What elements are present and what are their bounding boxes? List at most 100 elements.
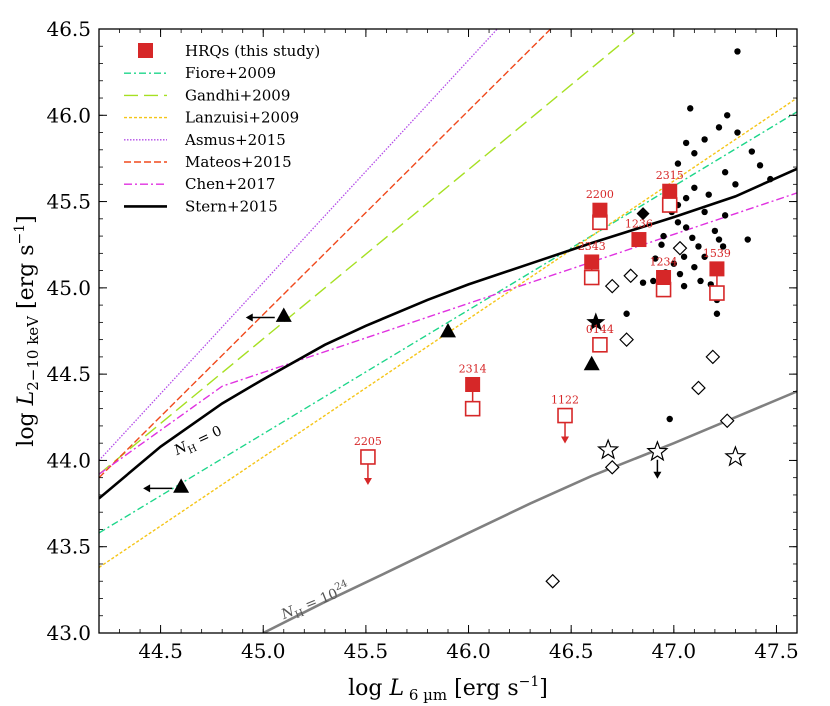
relation-gandhi	[99, 29, 640, 475]
hrq-filled-square	[465, 376, 481, 392]
comparison-dot	[639, 279, 647, 286]
comparison-dot	[682, 194, 690, 202]
y-tick-label: 43.0	[46, 621, 91, 645]
hrq-open-square	[360, 449, 376, 465]
hrq-filled-square	[584, 254, 600, 270]
y-tick-label: 46.0	[46, 103, 91, 127]
y-tick-label: 44.5	[46, 362, 91, 386]
hrq-label-0144: 0144	[586, 323, 614, 336]
comparison-dot	[666, 415, 673, 423]
open-star	[646, 440, 669, 462]
hrq-open-square	[583, 269, 600, 286]
relation-nh-1e24	[262, 390, 797, 633]
x-tick-label: 47.0	[652, 639, 697, 663]
hrq-filled-square	[662, 183, 678, 199]
comparison-triangle	[583, 355, 600, 371]
filled-star	[586, 312, 606, 331]
open-diamond	[719, 413, 735, 429]
comparison-dot	[695, 243, 702, 250]
comparison-dot	[721, 212, 729, 219]
comparison-dot	[732, 181, 739, 188]
comparison-dot	[734, 129, 741, 136]
relation-chen	[99, 192, 797, 475]
comparison-dot	[676, 270, 684, 278]
stern-curve-label: NH = 0	[171, 423, 226, 462]
comparison-dot	[658, 241, 665, 248]
comparison-dot	[705, 191, 712, 198]
comparison-dot	[713, 310, 721, 317]
comparison-dot	[670, 260, 678, 267]
x-axis-title: log L 6 µm [erg s−1]	[348, 674, 548, 704]
hrq-open-square	[557, 407, 573, 424]
open-diamond	[604, 278, 620, 294]
comparison-dot	[680, 253, 688, 260]
comparison-dot	[715, 236, 723, 243]
filled-diamond	[636, 207, 650, 221]
hrq-open-square	[592, 337, 608, 353]
x-tick-label: 45.5	[344, 639, 389, 663]
relation-mateos	[99, 29, 552, 479]
legend: HRQs (this study) Fiore+2009 Gandhi+2009 La…	[124, 42, 320, 215]
arrow-head	[561, 436, 570, 444]
comparison-dot	[682, 139, 690, 147]
data-points	[143, 48, 774, 589]
open-diamond	[623, 268, 639, 284]
hrq-open-square	[464, 400, 481, 417]
hrq-filled-square	[631, 232, 647, 248]
x-tick-label: 45.0	[241, 639, 286, 663]
comparison-dot	[721, 169, 729, 176]
legend-label-asmus: Asmus+2015	[184, 131, 286, 149]
open-star	[596, 438, 620, 460]
comparison-dot	[650, 277, 657, 285]
y-tick-label: 46.5	[46, 17, 91, 41]
comparison-dot	[691, 184, 698, 191]
x-tick-label: 44.5	[138, 639, 183, 663]
comparison-dot	[701, 253, 708, 260]
legend-label-chen: Chen+2017	[185, 175, 275, 193]
comparison-dot	[623, 310, 630, 317]
arrow-head	[363, 477, 372, 485]
hrq-label-1122: 1122	[551, 394, 579, 407]
y-tick-label: 45.0	[46, 276, 91, 300]
comparison-dot	[674, 219, 682, 226]
comparison-dot	[687, 105, 694, 112]
comparison-dot	[711, 227, 719, 235]
comparison-dot	[652, 255, 659, 262]
legend-label-gandhi: Gandhi+2009	[185, 86, 290, 104]
hrq-label-1539: 1539	[703, 247, 731, 260]
comparison-triangle	[440, 323, 456, 338]
comparison-dot	[767, 175, 774, 183]
hrq-label-2200: 2200	[586, 188, 614, 201]
arrow-head	[653, 471, 662, 479]
open-diamond	[672, 240, 688, 256]
nh-curve-label: NH = 1024	[277, 578, 353, 626]
comparison-dot	[691, 263, 698, 271]
hrq-filled-square	[709, 261, 725, 277]
legend-label-stern: Stern+2015	[185, 197, 278, 215]
hrq-label-2343: 2343	[578, 240, 606, 253]
y-tick-label: 45.5	[46, 190, 91, 214]
hrq-open-square	[661, 197, 678, 213]
legend-swatch-hrq	[138, 43, 153, 58]
open-diamond	[619, 332, 634, 347]
comparison-dot	[719, 243, 727, 250]
hrq-open-square	[709, 285, 725, 301]
legend-label-hrq: HRQs (this study)	[185, 42, 320, 60]
legend-label-mateos: Mateos+2015	[185, 153, 292, 171]
comparison-dot	[734, 48, 741, 55]
comparison-dot	[756, 162, 764, 169]
hrq-filled-square	[656, 270, 672, 286]
hrq-filled-square	[592, 202, 608, 218]
y-axis-title: log L2−10 keV [erg s−1]	[12, 215, 42, 446]
comparison-dot	[660, 232, 667, 240]
y-tick-label: 43.5	[46, 535, 91, 559]
relation-asmus	[99, 29, 498, 461]
source-labels: NH = 0 NH = 1024 2200 2315 1236 2343 1234 1539 0…	[171, 169, 731, 626]
comparison-dot	[701, 208, 708, 216]
relation-stern	[99, 167, 797, 500]
comparison-dot	[691, 150, 698, 157]
comparison-dot	[680, 282, 688, 290]
arrow-head	[245, 313, 253, 322]
hrq-label-2315: 2315	[656, 169, 684, 182]
